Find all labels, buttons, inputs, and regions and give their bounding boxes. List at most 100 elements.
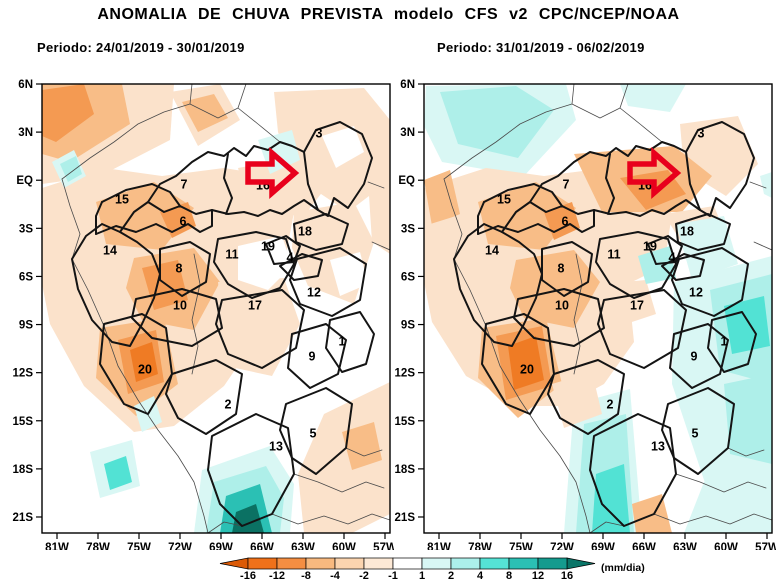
country-border [443, 178, 591, 533]
region-number: 2 [225, 398, 232, 412]
basin-outline [453, 223, 543, 347]
map-frame [41, 83, 391, 534]
basin-outline [547, 359, 625, 435]
country-border [345, 447, 383, 457]
colorbar-segment [334, 557, 365, 570]
country-border [653, 513, 772, 525]
basin-outline [95, 209, 213, 235]
lat-label: EQ [398, 175, 415, 187]
country-border [675, 473, 767, 493]
region-number: 14 [485, 244, 499, 258]
country-border [619, 107, 663, 143]
colorbar-tick-label: 4 [477, 570, 484, 580]
lon-label: 75W [127, 542, 151, 550]
anomaly-patch [760, 172, 772, 198]
lon-label: 78W [468, 542, 492, 550]
lat-label: 15S [13, 416, 34, 428]
anomaly-patch [508, 336, 544, 390]
colorbar-segment [479, 557, 510, 570]
region-number: 20 [520, 363, 534, 377]
colorbar-left-arrow [219, 557, 249, 570]
anomaly-patch [724, 296, 770, 354]
lat-label: 6N [18, 79, 33, 91]
country-border [753, 241, 772, 251]
anomaly-patch [218, 278, 300, 376]
lon-label: 75W [509, 542, 533, 550]
region-number: 6 [180, 215, 187, 229]
basin-outline [685, 121, 755, 217]
colorbar-tick-label: -8 [301, 570, 311, 580]
colorbar-segment [421, 557, 452, 570]
red-arrow-icon [627, 146, 682, 200]
lat-label: 18S [395, 464, 416, 476]
country-border [727, 447, 765, 457]
lat-label: 3N [18, 127, 33, 139]
anomaly-patch [322, 126, 364, 168]
lon-label: 69W [209, 542, 233, 550]
anomaly-patch [552, 372, 602, 428]
country-border [191, 253, 201, 375]
basin-outline [595, 231, 677, 299]
basin-outline [501, 141, 687, 233]
country-border [371, 241, 390, 251]
country-border [237, 107, 281, 143]
region-number: 9 [309, 350, 316, 364]
basin-outline [303, 121, 373, 217]
region-number: 10 [555, 299, 569, 313]
region-number: 4 [287, 251, 294, 265]
lon-label: 60W [714, 542, 738, 550]
lat-label: 6N [400, 79, 415, 91]
country-border [589, 521, 625, 533]
anomaly-patch [342, 422, 382, 470]
anomaly-map-week1: 12345678910111213141516171819206N3NEQ3S6… [13, 79, 394, 550]
region-number: 15 [497, 193, 511, 207]
region-number: 17 [248, 299, 262, 313]
lat-label: 12S [13, 368, 34, 380]
lat-label: 3S [401, 223, 415, 235]
basin-outline [483, 183, 563, 207]
colorbar-tick-label: -4 [330, 570, 341, 580]
anomaly-patch [632, 494, 672, 533]
region-number: 17 [630, 299, 644, 313]
colorbar-legend: -16 -12 -8 -4 -2 -1 1 2 4 8 12 16(mm/dia) [219, 557, 645, 580]
colorbar-tick-label: -2 [359, 570, 369, 580]
basin-outline [325, 311, 375, 373]
anomaly-layer [42, 84, 390, 533]
anomaly-patch [424, 170, 460, 226]
colorbar-unit: (mm/dia) [601, 562, 645, 574]
country-border [367, 181, 385, 189]
colorbar-segment [363, 557, 394, 570]
colorbar-tick-label: 16 [561, 570, 573, 580]
colorbar-segment [247, 557, 278, 570]
lon-label: 81W [427, 542, 451, 550]
anomaly-patch [684, 470, 772, 533]
basin-outline [293, 213, 349, 251]
basin-outline [223, 153, 233, 215]
red-arrow-icon [245, 146, 300, 200]
basin-outline [159, 241, 211, 297]
region-number: 14 [103, 244, 117, 258]
region-number: 19 [643, 240, 657, 254]
lon-label: 63W [291, 542, 315, 550]
basin-outline [605, 153, 615, 215]
region-number: 3 [316, 127, 323, 141]
period-label-right: Periodo: 31/01/2019 - 06/02/2019 [437, 40, 645, 55]
country-border [189, 84, 247, 119]
basin-outline [207, 413, 295, 527]
lon-label: 60W [332, 542, 356, 550]
anomaly-patch [638, 246, 676, 284]
basin-outline [101, 183, 181, 207]
region-number: 1 [721, 335, 728, 349]
basin-outline [669, 323, 729, 389]
basin-outline [289, 247, 367, 317]
region-number: 7 [563, 178, 570, 192]
colorbar-tick-label: 8 [506, 570, 512, 580]
colorbar-right-arrow [566, 557, 596, 570]
region-number: 9 [691, 350, 698, 364]
basin-outline [671, 247, 749, 317]
region-number: 18 [680, 225, 694, 239]
lat-label: 3S [19, 223, 33, 235]
region-number: 13 [269, 440, 283, 454]
colorbar-tick-label: -1 [388, 570, 398, 580]
region-number: 8 [176, 262, 183, 276]
